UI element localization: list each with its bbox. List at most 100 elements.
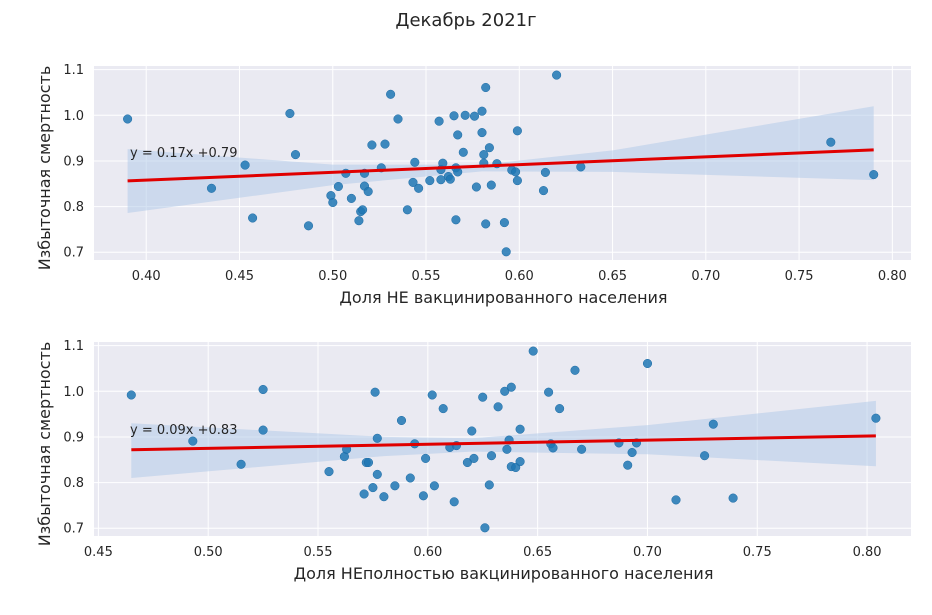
data-point bbox=[502, 444, 512, 454]
y-tick-label: 0.7 bbox=[63, 522, 84, 537]
x-tick-label: 0.65 bbox=[523, 545, 552, 560]
data-point bbox=[386, 89, 396, 99]
data-point bbox=[544, 387, 554, 397]
data-point bbox=[458, 147, 468, 157]
data-point bbox=[728, 493, 738, 503]
data-point bbox=[126, 390, 136, 400]
data-point bbox=[486, 451, 497, 461]
data-point bbox=[123, 114, 133, 124]
data-point bbox=[188, 436, 198, 446]
x-tick-label: 0.80 bbox=[878, 269, 907, 284]
x-axis-label: Доля НЕполностью вакцинированного населе… bbox=[294, 564, 714, 583]
data-point bbox=[368, 483, 378, 493]
x-tick-label: 0.55 bbox=[412, 269, 441, 284]
data-point bbox=[500, 386, 510, 396]
data-point bbox=[511, 167, 521, 177]
y-tick-label: 1.1 bbox=[63, 339, 84, 354]
data-point bbox=[358, 205, 368, 215]
x-tick-label: 0.45 bbox=[225, 269, 254, 284]
data-point bbox=[425, 176, 435, 186]
data-point bbox=[427, 390, 437, 400]
data-point bbox=[555, 404, 565, 414]
data-point bbox=[449, 497, 459, 507]
data-point bbox=[372, 469, 382, 479]
data-point bbox=[481, 82, 491, 93]
regression-line bbox=[127, 148, 874, 183]
x-tick-label: 0.75 bbox=[743, 545, 772, 560]
data-point bbox=[499, 218, 509, 228]
data-point bbox=[570, 365, 580, 375]
data-point bbox=[248, 213, 258, 223]
data-point bbox=[471, 182, 481, 192]
data-point bbox=[481, 219, 491, 229]
data-point bbox=[405, 473, 415, 483]
y-tick-label: 1.0 bbox=[63, 109, 84, 124]
data-point bbox=[414, 183, 424, 193]
data-point bbox=[627, 447, 637, 458]
x-tick-label: 0.50 bbox=[194, 545, 223, 560]
data-point bbox=[258, 384, 268, 395]
data-point bbox=[477, 106, 487, 116]
x-tick-label: 0.50 bbox=[318, 269, 347, 284]
data-point bbox=[354, 216, 364, 226]
regression-line bbox=[131, 434, 876, 452]
data-point bbox=[453, 130, 463, 140]
data-point bbox=[512, 176, 522, 186]
data-point bbox=[258, 425, 268, 435]
data-point bbox=[501, 247, 511, 257]
data-point bbox=[453, 167, 463, 177]
data-point bbox=[380, 139, 390, 149]
x-axis-label: Доля НЕ вакцинированного населения bbox=[339, 288, 667, 307]
confidence-band bbox=[131, 400, 876, 478]
data-point bbox=[577, 444, 587, 454]
data-point bbox=[451, 215, 461, 225]
y-tick-label: 0.8 bbox=[63, 476, 84, 491]
confidence-band bbox=[127, 106, 874, 213]
data-point bbox=[421, 453, 431, 463]
data-point bbox=[402, 205, 412, 215]
x-tick-label: 0.80 bbox=[853, 545, 882, 560]
data-point bbox=[429, 481, 439, 491]
chart-1: 0.40 0.45 0.50 0.55 0.60 0.65 0.70 0.75 0.80 0.7 0… bbox=[35, 63, 911, 307]
regression-equation: y = 0.17x +0.79 bbox=[130, 146, 237, 161]
data-point bbox=[515, 457, 525, 467]
x-tick-label: 0.55 bbox=[304, 545, 333, 560]
figure-title: Декабрь 2021г bbox=[395, 10, 537, 31]
data-point bbox=[467, 426, 477, 436]
data-point bbox=[540, 167, 550, 177]
data-point bbox=[515, 424, 525, 434]
data-point bbox=[206, 183, 217, 193]
y-tick-label: 1.1 bbox=[63, 63, 84, 78]
y-axis-label: Избыточная смертность bbox=[35, 66, 54, 271]
data-point bbox=[379, 492, 389, 502]
data-point bbox=[700, 451, 710, 461]
y-tick-label: 0.8 bbox=[63, 200, 84, 215]
y-tick-label: 0.7 bbox=[63, 246, 84, 261]
data-point bbox=[370, 387, 380, 397]
data-point bbox=[486, 180, 496, 190]
data-point bbox=[393, 114, 403, 124]
x-tick-label: 0.65 bbox=[598, 269, 627, 284]
data-point bbox=[477, 128, 487, 138]
data-point bbox=[396, 415, 407, 426]
data-point bbox=[390, 481, 400, 491]
x-tick-label: 0.70 bbox=[633, 545, 662, 560]
data-point bbox=[290, 150, 301, 160]
y-tick-label: 0.9 bbox=[63, 430, 84, 445]
data-point bbox=[367, 140, 377, 150]
data-point bbox=[671, 495, 681, 505]
data-point bbox=[871, 413, 881, 423]
data-point bbox=[512, 126, 522, 136]
data-point bbox=[372, 433, 382, 443]
data-point bbox=[548, 443, 558, 453]
y-tick-label: 1.0 bbox=[63, 385, 84, 400]
data-point bbox=[552, 70, 562, 80]
data-point bbox=[462, 457, 472, 468]
data-point bbox=[538, 186, 549, 196]
data-point bbox=[285, 108, 295, 119]
data-point bbox=[826, 137, 836, 147]
y-axis-label: Избыточная смертность bbox=[35, 342, 54, 547]
data-point bbox=[469, 453, 479, 463]
data-point bbox=[303, 221, 314, 231]
